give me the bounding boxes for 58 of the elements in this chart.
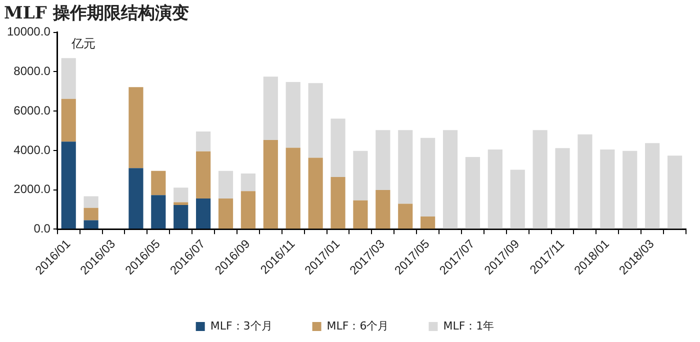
bar	[465, 156, 480, 229]
bar	[555, 148, 570, 229]
bar	[622, 150, 638, 229]
bar	[600, 149, 615, 229]
bar	[308, 83, 323, 158]
bar	[174, 204, 188, 229]
bar	[174, 188, 188, 202]
bar	[510, 170, 525, 229]
bar	[84, 208, 98, 220]
bar	[420, 138, 436, 217]
bar	[398, 204, 413, 229]
bar	[263, 140, 278, 229]
bar	[442, 130, 458, 229]
annotation: 亿元	[70, 36, 96, 51]
bar	[532, 130, 548, 229]
bar	[174, 202, 188, 205]
y-tick-label: 0.0	[34, 221, 51, 236]
y-tick-label: 6000.0	[14, 103, 51, 118]
y-tick-label: 8000.0	[14, 64, 51, 78]
bar	[151, 195, 166, 229]
bar	[218, 198, 234, 229]
bar	[578, 134, 592, 229]
bar	[488, 149, 502, 229]
bar	[61, 58, 76, 99]
bar	[353, 150, 368, 200]
bar	[61, 142, 76, 229]
legend-label: MLF：1年	[443, 319, 494, 332]
bar	[84, 220, 98, 229]
bar	[196, 198, 211, 229]
chart-title: MLF 操作期限结构演变	[4, 4, 189, 24]
bar	[308, 158, 323, 229]
bar	[240, 191, 256, 229]
legend-label: MLF：6个月	[326, 319, 389, 332]
bar	[218, 170, 234, 198]
bar	[420, 216, 436, 229]
bar	[376, 130, 390, 190]
bar	[286, 82, 300, 148]
bar	[151, 170, 166, 196]
bar	[196, 151, 211, 198]
bar	[645, 143, 660, 229]
bar	[61, 98, 76, 142]
bar	[196, 132, 211, 152]
bar	[667, 156, 682, 229]
y-tick-label: 2000.0	[14, 182, 51, 196]
bar	[330, 118, 346, 178]
bar	[128, 168, 144, 229]
legend-label: MLF：3个月	[210, 319, 272, 332]
bar	[330, 177, 346, 229]
bar	[240, 173, 256, 192]
bar	[398, 130, 413, 204]
bar	[84, 196, 98, 208]
y-tick-label: 4000.0	[14, 142, 51, 157]
y-tick-label: 10000.0	[6, 24, 51, 39]
bar	[353, 200, 368, 229]
bar	[376, 190, 390, 229]
bar	[128, 87, 144, 168]
bar	[263, 76, 278, 140]
bar	[286, 148, 300, 229]
